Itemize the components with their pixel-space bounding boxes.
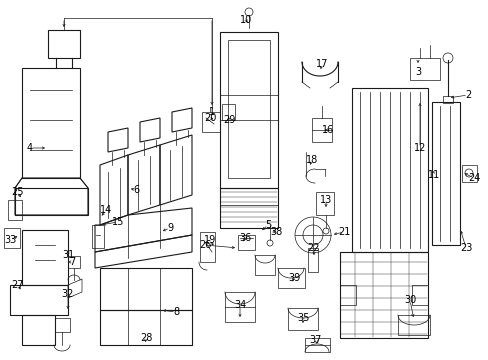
Text: 27: 27: [12, 280, 24, 290]
Text: 26: 26: [199, 240, 211, 250]
Text: 1: 1: [208, 107, 215, 117]
Text: 15: 15: [112, 217, 124, 227]
Text: 32: 32: [61, 289, 74, 299]
Text: 19: 19: [203, 235, 216, 245]
Text: 23: 23: [459, 243, 471, 253]
Text: 20: 20: [203, 113, 216, 123]
Text: 24: 24: [467, 173, 479, 183]
Text: 35: 35: [296, 313, 308, 323]
Text: 7: 7: [69, 257, 75, 267]
Text: 11: 11: [427, 170, 439, 180]
Text: 2: 2: [464, 90, 470, 100]
Text: 30: 30: [403, 295, 415, 305]
Text: 17: 17: [315, 59, 327, 69]
Text: 33: 33: [4, 235, 16, 245]
Text: 21: 21: [337, 227, 349, 237]
Text: 28: 28: [140, 333, 152, 343]
Text: 25: 25: [12, 187, 24, 197]
Text: 38: 38: [269, 227, 282, 237]
Text: 12: 12: [413, 143, 426, 153]
Text: 37: 37: [309, 335, 322, 345]
Text: 13: 13: [319, 195, 331, 205]
Text: 5: 5: [264, 220, 270, 230]
Text: 16: 16: [321, 125, 333, 135]
Text: 31: 31: [62, 250, 74, 260]
Text: 39: 39: [287, 273, 300, 283]
Text: 18: 18: [305, 155, 318, 165]
Text: 9: 9: [166, 223, 173, 233]
Text: 34: 34: [233, 300, 245, 310]
Text: 4: 4: [27, 143, 33, 153]
Text: 29: 29: [223, 115, 235, 125]
Text: 3: 3: [414, 67, 420, 77]
Text: 8: 8: [173, 307, 179, 317]
Text: 14: 14: [100, 205, 112, 215]
Text: 22: 22: [307, 243, 320, 253]
Text: 36: 36: [238, 233, 251, 243]
Text: 6: 6: [133, 185, 139, 195]
Text: 10: 10: [240, 15, 252, 25]
